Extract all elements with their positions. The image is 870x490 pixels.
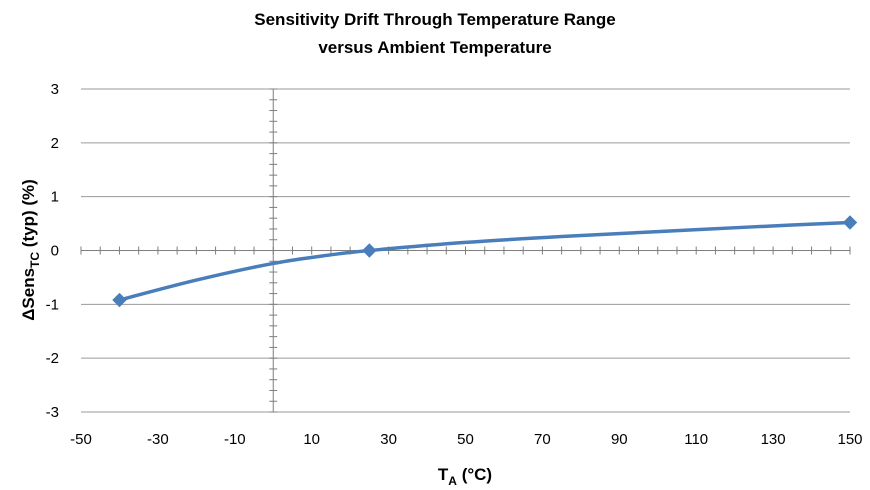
x-tick-label-110: 110 — [684, 431, 708, 448]
y-tick-label-1: 1 — [51, 189, 59, 206]
x-axis-label-subscript: A — [448, 474, 457, 488]
grid-lines — [81, 88, 850, 413]
x-tick-label--30: -30 — [147, 431, 169, 448]
y-tick-label-3: 3 — [51, 81, 59, 98]
chart-title-line-2: versus Ambient Temperature — [318, 38, 551, 57]
x-tick-label--10: -10 — [224, 431, 246, 448]
series-0-point-0 — [112, 292, 127, 308]
y-axis-label-subscript: TC — [28, 252, 42, 268]
x-tick-label-130: 130 — [761, 431, 786, 448]
y-axis-label-main: ΔSens — [19, 268, 38, 321]
x-axis-label: TA (°C) — [438, 465, 492, 488]
series-0-point-2 — [842, 215, 858, 230]
x-tick-label-90: 90 — [611, 431, 628, 448]
x-tick-label-150: 150 — [837, 431, 862, 448]
y-tick-label--2: -2 — [46, 350, 59, 367]
series-0-line — [117, 220, 852, 302]
x-tick-label--50: -50 — [70, 431, 92, 448]
y-tick-label-0: 0 — [51, 243, 59, 260]
chart-title-line-1: Sensitivity Drift Through Temperature Ra… — [254, 10, 615, 29]
y-tick-label-2: 2 — [51, 135, 59, 152]
x-axis-label-main: T — [438, 465, 449, 484]
y-tick-label--3: -3 — [46, 404, 59, 421]
series-layer — [112, 215, 858, 308]
y-axis-label: ΔSensTC (typ) (%) — [19, 179, 42, 321]
y-tick-label--1: -1 — [46, 296, 59, 313]
x-tick-label-70: 70 — [534, 431, 551, 448]
axes — [80, 88, 851, 413]
x-tick-label-30: 30 — [380, 431, 397, 448]
x-axis-label-suffix: (°C) — [457, 465, 492, 484]
x-tick-label-50: 50 — [457, 431, 474, 448]
y-axis-label-suffix: (typ) (%) — [19, 179, 38, 252]
x-tick-label-10: 10 — [303, 431, 320, 448]
series-0-point-1 — [362, 243, 377, 258]
